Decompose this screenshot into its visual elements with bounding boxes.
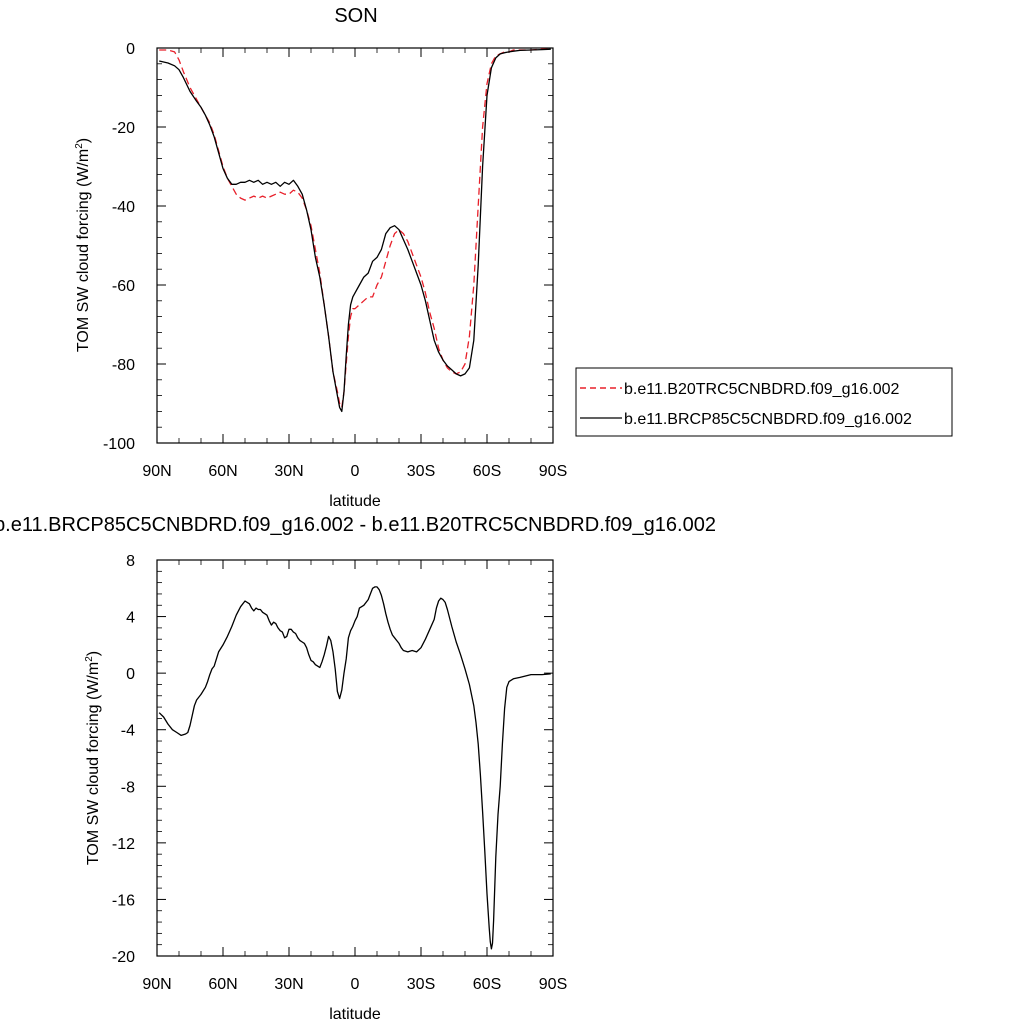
x-tick-label: 90S [539,463,567,480]
y-tick-label: -100 [103,436,135,453]
x-tick-label: 60N [208,976,237,993]
legend-box [575,367,953,437]
y-tick-label: -40 [112,199,135,216]
y-tick-label: -60 [112,278,135,295]
y-tick-label: 4 [126,610,135,627]
x-axis-label: latitude [329,493,381,510]
y-tick-label: -20 [112,949,135,966]
axis-ticks: 90N 60N 30N 0 30S 60S 90S 8 4 0 -4 -8 -12 -16 -20 [112,553,567,993]
y-axis-label-main: TOM SW cloud forcing (W/m [75,149,92,352]
top-chart: SON TOM SW cloud forcing (W/m2) latitude… [74,5,953,510]
x-tick-label: 60N [208,463,237,480]
x-tick-label: 60S [473,976,501,993]
x-axis-label: latitude [329,1006,381,1023]
legend: b.e11.B20TRC5CNBDRD.f09_g16.002 b.e11.BR… [575,367,953,437]
x-tick-label: 0 [351,463,360,480]
series-line [159,48,551,413]
x-tick-label: 30S [407,463,435,480]
y-tick-label: -8 [121,779,135,796]
x-tick-label: 90N [142,463,171,480]
data-series [159,48,551,413]
chart-title: b.e11.BRCP85C5CNBDRD.f09_g16.002 - b.e11… [0,514,716,536]
plot-frame [156,47,554,444]
legend-label-1: b.e11.B20TRC5CNBDRD.f09_g16.002 [624,381,900,398]
data-series [158,586,551,950]
y-axis-label: TOM SW cloud forcing (W/m2) [84,651,102,865]
x-tick-label: 30N [274,463,303,480]
y-axis-label-sup: 2 [74,143,85,149]
y-tick-label: -80 [112,357,135,374]
bottom-chart: b.e11.BRCP85C5CNBDRD.f09_g16.002 - b.e11… [0,514,716,1023]
series-line-dashed [159,48,551,409]
x-tick-label: 0 [351,976,360,993]
svg-text:TOM SW cloud forcing (W/m2): TOM SW cloud forcing (W/m2) [84,651,102,865]
y-tick-label: 0 [126,666,135,683]
legend-label-2: b.e11.BRCP85C5CNBDRD.f09_g16.002 [624,411,912,428]
y-axis-label-end: ) [85,651,102,656]
x-tick-label: 60S [473,463,501,480]
y-tick-label: -12 [112,836,135,853]
x-tick-label: 90N [142,976,171,993]
y-axis-label-sup: 2 [84,656,95,662]
y-axis-label-main: TOM SW cloud forcing (W/m [85,662,102,865]
chart-title: SON [334,5,377,27]
y-axis-label-end: ) [75,138,92,143]
axis-ticks: 90N 60N 30N 0 30S 60S 90S 0 -20 -40 -60 -80 -100 [103,41,567,480]
y-tick-label: -20 [112,120,135,137]
y-axis-label: TOM SW cloud forcing (W/m2) [74,138,92,352]
y-tick-label: -16 [112,892,135,909]
y-tick-label: -4 [121,723,135,740]
series-line [158,586,551,950]
y-tick-label: 8 [126,553,135,570]
x-tick-label: 30N [274,976,303,993]
y-tick-label: 0 [126,41,135,58]
x-tick-label: 30S [407,976,435,993]
svg-text:TOM SW cloud forcing (W/m2): TOM SW cloud forcing (W/m2) [74,138,92,352]
x-tick-label: 90S [539,976,567,993]
